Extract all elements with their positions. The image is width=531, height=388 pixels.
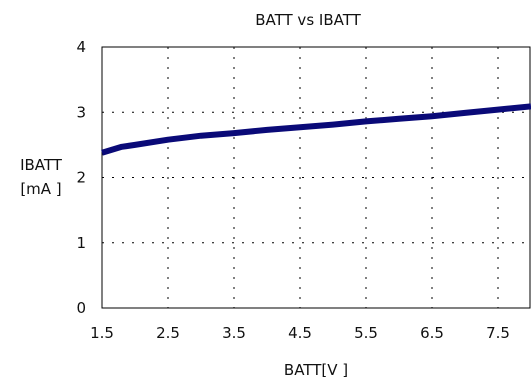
y-axis-unit: [mA ] <box>20 180 61 198</box>
y-tick-label: 2 <box>76 169 86 187</box>
series-line <box>101 103 531 156</box>
x-tick-label: 5.5 <box>354 324 378 342</box>
x-tick-label: 4.5 <box>288 324 312 342</box>
x-tick-label: 6.5 <box>420 324 444 342</box>
x-tick-label: 2.5 <box>156 324 180 342</box>
grid <box>102 47 531 308</box>
axis-ticks: 0 1 2 3 4 1.5 2.5 3.5 4.5 5.5 6.5 7.5 <box>76 38 509 342</box>
x-axis-label: BATT[V ] <box>284 361 348 379</box>
y-axis-label: IBATT <box>20 156 63 174</box>
y-tick-label: 1 <box>76 234 86 252</box>
series-layer <box>101 103 531 156</box>
y-tick-label: 3 <box>76 103 86 121</box>
x-tick-label: 7.5 <box>486 324 510 342</box>
x-tick-label: 3.5 <box>222 324 246 342</box>
chart-title: BATT vs IBATT <box>255 11 361 29</box>
y-tick-label: 0 <box>76 299 86 317</box>
y-tick-label: 4 <box>76 38 86 56</box>
x-tick-label: 1.5 <box>90 324 114 342</box>
plot-frame <box>101 46 531 309</box>
